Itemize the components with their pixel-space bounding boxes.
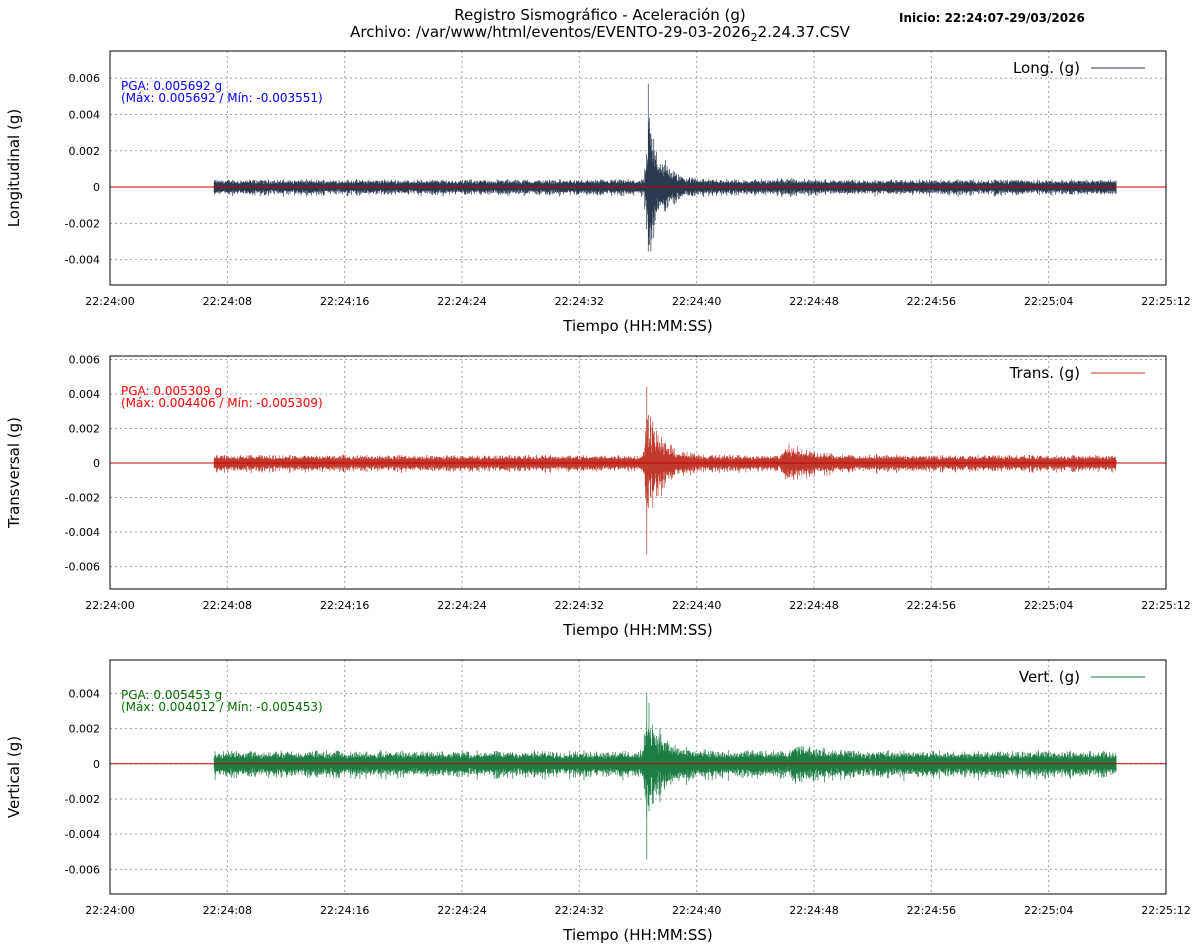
x-tick-label: 22:24:00 xyxy=(85,599,134,612)
x-tick-label: 22:24:32 xyxy=(555,904,604,917)
y-tick-label: 0 xyxy=(93,457,100,470)
y-axis-label: Longitudinal (g) xyxy=(5,109,23,227)
y-tick-label: -0.002 xyxy=(65,793,100,806)
y-tick-label: 0.004 xyxy=(69,687,101,700)
x-axis-label: Tiempo (HH:MM:SS) xyxy=(562,621,712,639)
x-tick-label: 22:24:32 xyxy=(555,295,604,308)
series-trace xyxy=(213,693,1117,860)
y-tick-label: -0.004 xyxy=(65,254,100,267)
x-tick-label: 22:24:16 xyxy=(320,599,369,612)
x-tick-label: 22:24:00 xyxy=(85,295,134,308)
pga-label: PGA: 0.005309 g xyxy=(121,384,222,398)
x-tick-label: 22:24:08 xyxy=(203,295,252,308)
x-tick-label: 22:25:04 xyxy=(1024,904,1073,917)
chart-subtitle: Archivo: /var/www/html/eventos/EVENTO-29… xyxy=(0,23,1200,44)
y-tick-label: -0.002 xyxy=(65,492,100,505)
y-tick-label: 0.004 xyxy=(69,388,101,401)
subtitle-pre: Archivo: /var/www/html/eventos/EVENTO-29… xyxy=(350,23,751,41)
legend-label: Trans. (g) xyxy=(1009,364,1080,382)
y-tick-label: 0 xyxy=(93,181,100,194)
x-tick-label: 22:24:56 xyxy=(907,599,956,612)
x-tick-label: 22:24:32 xyxy=(555,599,604,612)
panel-2: 22:24:00 22:24:08 22:24:16 22:24:24 22:24:32… xyxy=(5,353,1191,639)
x-tick-label: 22:24:24 xyxy=(437,599,486,612)
series-trace xyxy=(213,83,1117,252)
x-axis-label: Tiempo (HH:MM:SS) xyxy=(562,317,712,335)
start-time-label: Inicio: 22:24:07-29/03/2026 xyxy=(899,11,1085,25)
y-tick-label: -0.006 xyxy=(65,561,100,574)
legend-label: Vert. (g) xyxy=(1019,668,1080,686)
x-tick-label: 22:24:08 xyxy=(203,904,252,917)
y-axis-label: Vertical (g) xyxy=(5,736,23,818)
y-tick-label: 0.006 xyxy=(69,72,101,85)
x-tick-label: 22:24:00 xyxy=(85,904,134,917)
x-tick-label: 22:24:16 xyxy=(320,295,369,308)
y-tick-label: 0.006 xyxy=(69,353,101,366)
panel-3: 22:24:00 22:24:08 22:24:16 22:24:24 22:24:32… xyxy=(5,659,1191,944)
subtitle-sub: 2 xyxy=(750,31,758,44)
x-tick-label: 22:24:48 xyxy=(789,599,838,612)
legend-label: Long. (g) xyxy=(1013,59,1080,77)
x-tick-label: 22:24:16 xyxy=(320,904,369,917)
panel-1: 22:24:00 22:24:08 22:24:16 22:24:24 22:24:32… xyxy=(5,50,1191,335)
max-min-label: (Máx: 0.005692 / Mín: -0.003551) xyxy=(121,91,323,105)
x-tick-label: 22:25:04 xyxy=(1024,599,1073,612)
x-tick-label: 22:24:24 xyxy=(437,904,486,917)
x-tick-label: 22:25:12 xyxy=(1141,599,1190,612)
x-tick-label: 22:25:12 xyxy=(1141,295,1190,308)
max-min-label: (Máx: 0.004012 / Mín: -0.005453) xyxy=(121,700,323,714)
plot-frame xyxy=(109,355,1167,590)
subtitle-post: 2.24.37.CSV xyxy=(757,23,850,41)
y-tick-label: -0.006 xyxy=(65,863,100,876)
plot-frame xyxy=(109,50,1167,286)
y-tick-label: 0.004 xyxy=(69,108,101,121)
x-tick-label: 22:24:40 xyxy=(672,599,721,612)
y-axis-label: Transversal (g) xyxy=(5,417,23,529)
chart-title: Registro Sismográfico - Aceleración (g) xyxy=(454,6,746,24)
x-tick-label: 22:24:56 xyxy=(907,295,956,308)
x-tick-label: 22:25:12 xyxy=(1141,904,1190,917)
max-min-label: (Máx: 0.004406 / Mín: -0.005309) xyxy=(121,396,323,410)
y-tick-label: 0 xyxy=(93,758,100,771)
x-tick-label: 22:25:04 xyxy=(1024,295,1073,308)
x-tick-label: 22:24:08 xyxy=(203,599,252,612)
plot-frame xyxy=(109,659,1167,895)
y-tick-label: -0.002 xyxy=(65,217,100,230)
pga-label: PGA: 0.005692 g xyxy=(121,79,222,93)
y-tick-label: 0.002 xyxy=(69,145,101,158)
y-tick-label: -0.004 xyxy=(65,526,100,539)
x-tick-label: 22:24:40 xyxy=(672,295,721,308)
series-trace xyxy=(213,386,1117,555)
x-tick-label: 22:24:40 xyxy=(672,904,721,917)
pga-label: PGA: 0.005453 g xyxy=(121,688,222,702)
y-tick-label: 0.002 xyxy=(69,723,101,736)
x-tick-label: 22:24:24 xyxy=(437,295,486,308)
y-tick-label: 0.002 xyxy=(69,422,101,435)
x-tick-label: 22:24:56 xyxy=(907,904,956,917)
y-tick-label: -0.004 xyxy=(65,828,100,841)
x-axis-label: Tiempo (HH:MM:SS) xyxy=(562,926,712,944)
x-tick-label: 22:24:48 xyxy=(789,295,838,308)
x-tick-label: 22:24:48 xyxy=(789,904,838,917)
